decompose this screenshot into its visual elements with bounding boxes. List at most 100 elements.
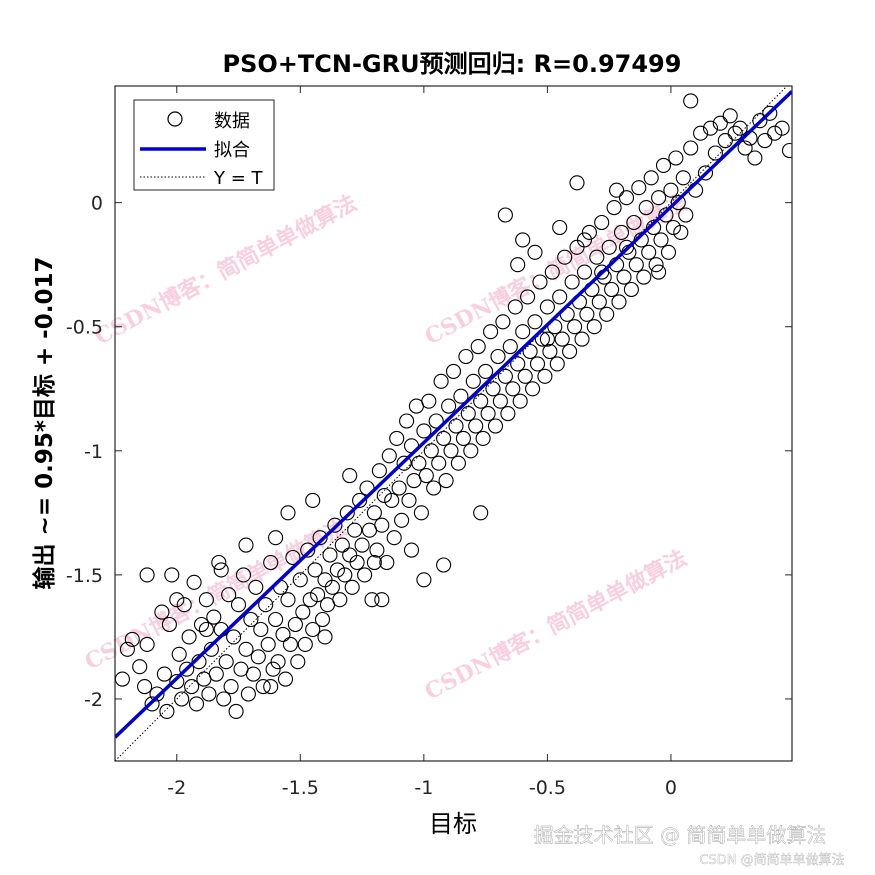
data-point bbox=[248, 579, 264, 595]
data-point bbox=[211, 554, 227, 571]
data-point bbox=[376, 487, 392, 504]
data-point bbox=[616, 269, 632, 285]
data-point bbox=[364, 592, 380, 608]
data-point bbox=[277, 671, 294, 687]
data-point bbox=[473, 505, 489, 521]
data-point bbox=[529, 356, 546, 372]
data-point bbox=[206, 609, 222, 625]
legend-label-fit: 拟合 bbox=[214, 140, 250, 161]
data-point bbox=[139, 636, 155, 652]
data-point bbox=[208, 666, 224, 682]
data-point bbox=[567, 319, 583, 335]
data-point bbox=[184, 679, 200, 695]
data-point bbox=[339, 505, 355, 521]
data-point bbox=[169, 674, 185, 690]
data-point bbox=[455, 430, 471, 446]
data-point bbox=[675, 170, 691, 186]
data-point bbox=[443, 443, 459, 459]
data-point bbox=[693, 125, 709, 141]
data-point bbox=[712, 115, 728, 131]
data-point bbox=[337, 567, 353, 583]
data-point bbox=[399, 413, 415, 429]
data-point bbox=[416, 423, 432, 439]
data-point bbox=[643, 170, 659, 186]
data-point bbox=[557, 249, 573, 265]
data-point bbox=[502, 339, 518, 355]
data-point bbox=[226, 629, 242, 645]
data-point bbox=[665, 219, 681, 236]
data-point bbox=[119, 641, 135, 657]
data-point bbox=[626, 214, 642, 231]
data-point bbox=[552, 289, 568, 305]
data-point bbox=[673, 224, 689, 240]
data-point bbox=[389, 430, 405, 446]
data-point bbox=[411, 455, 427, 471]
data-point bbox=[352, 492, 368, 508]
x-tick-label: -1 bbox=[414, 777, 433, 799]
data-point bbox=[280, 592, 296, 608]
data-point bbox=[186, 574, 202, 590]
data-point bbox=[149, 686, 165, 702]
data-point bbox=[599, 306, 615, 322]
data-point bbox=[285, 549, 301, 566]
data-point bbox=[238, 537, 254, 553]
data-point bbox=[611, 294, 627, 310]
data-point bbox=[156, 666, 172, 682]
data-point bbox=[683, 140, 699, 156]
data-point bbox=[512, 393, 528, 409]
data-point bbox=[139, 567, 155, 583]
data-point bbox=[483, 324, 499, 340]
data-point bbox=[697, 165, 714, 181]
data-point bbox=[263, 554, 279, 571]
data-point bbox=[767, 125, 783, 141]
data-point bbox=[594, 214, 610, 231]
data-point bbox=[188, 696, 205, 712]
data-point bbox=[295, 604, 311, 620]
data-point bbox=[366, 505, 382, 521]
data-point bbox=[668, 150, 684, 166]
x-tick-label: -0.5 bbox=[529, 777, 566, 799]
data-point bbox=[426, 480, 442, 496]
data-point bbox=[737, 140, 753, 156]
data-point bbox=[517, 368, 533, 384]
data-point bbox=[132, 659, 148, 675]
data-point bbox=[579, 306, 595, 322]
data-point bbox=[243, 611, 259, 628]
data-point bbox=[329, 562, 345, 578]
data-point bbox=[201, 686, 217, 702]
y-tick-label: -1.5 bbox=[66, 565, 103, 587]
data-point bbox=[544, 264, 560, 280]
data-point bbox=[576, 264, 593, 280]
data-point bbox=[663, 182, 679, 198]
data-point bbox=[302, 592, 318, 608]
data-point bbox=[757, 133, 773, 149]
data-point bbox=[124, 631, 140, 647]
data-point bbox=[655, 157, 672, 173]
data-point bbox=[589, 249, 605, 265]
data-point bbox=[416, 572, 432, 588]
data-point bbox=[660, 244, 677, 260]
data-point bbox=[260, 636, 276, 652]
data-point bbox=[520, 289, 536, 305]
data-point bbox=[552, 219, 568, 236]
data-point bbox=[305, 621, 321, 638]
data-point bbox=[216, 691, 232, 707]
data-point bbox=[500, 406, 516, 422]
data-point bbox=[245, 666, 261, 682]
data-point bbox=[386, 530, 402, 546]
data-point bbox=[641, 244, 657, 260]
data-point bbox=[137, 679, 153, 695]
y-tick-label: -0.5 bbox=[66, 317, 103, 339]
data-point bbox=[275, 626, 291, 642]
data-point bbox=[238, 641, 254, 657]
data-point bbox=[268, 611, 284, 628]
data-point bbox=[300, 542, 316, 558]
data-point bbox=[507, 299, 523, 315]
data-point bbox=[223, 679, 239, 695]
watermark-group: CSDN博客：简简单单做算法 CSDN博客：简简单单做算法 CSDN博客：简简单… bbox=[81, 190, 692, 705]
data-point bbox=[450, 455, 466, 471]
data-point bbox=[250, 649, 266, 665]
data-point bbox=[465, 373, 481, 389]
data-point bbox=[487, 418, 504, 434]
